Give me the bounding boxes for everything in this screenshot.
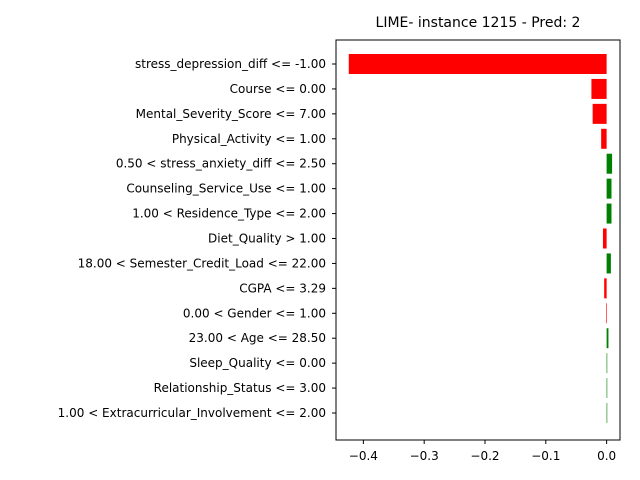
x-tick-label: 0.0 <box>597 449 616 463</box>
bar <box>606 178 612 199</box>
bar <box>606 203 612 224</box>
y-tick-label: 1.00 < Extracurricular_Involvement <= 2.… <box>58 406 326 420</box>
y-tick-label: 23.00 < Age <= 28.50 <box>189 331 326 345</box>
y-tick-label: Diet_Quality > 1.00 <box>208 232 326 246</box>
y-tick-label: Sleep_Quality <= 0.00 <box>189 356 326 370</box>
bar <box>606 378 608 399</box>
y-tick-label: Physical_Activity <= 1.00 <box>172 132 326 146</box>
y-tick-label: 0.00 < Gender <= 1.00 <box>183 306 326 320</box>
x-tick-label: −0.3 <box>410 449 439 463</box>
y-tick-label: 1.00 < Residence_Type <= 2.00 <box>132 207 326 221</box>
x-tick-label: −0.4 <box>349 449 378 463</box>
chart-title: LIME- instance 1215 - Pred: 2 <box>376 15 581 31</box>
x-tick-label: −0.1 <box>531 449 560 463</box>
bar <box>606 303 607 324</box>
plot-frame <box>335 39 621 441</box>
bar <box>591 78 607 99</box>
y-tick-label: 0.50 < stress_anxiety_diff <= 2.50 <box>116 157 326 171</box>
y-tick-label: CGPA <= 3.29 <box>239 281 326 295</box>
y-tick-labels: stress_depression_diff <= -1.00 Course <=… <box>58 57 336 420</box>
y-tick-label: Counseling_Service_Use <= 1.00 <box>126 182 326 196</box>
y-tick-label: Course <= 0.00 <box>230 82 326 96</box>
bar <box>606 153 613 174</box>
x-axis-ticks: −0.4 −0.3 −0.2 −0.1 0.0 <box>349 440 616 463</box>
bar <box>602 228 607 249</box>
y-tick-label: Relationship_Status <= 3.00 <box>154 381 326 395</box>
bar <box>592 103 607 124</box>
bar <box>606 328 609 349</box>
bar <box>606 353 608 374</box>
bar <box>601 128 607 149</box>
bar <box>606 253 611 274</box>
bars-layer <box>348 54 613 423</box>
x-tick-label: −0.2 <box>470 449 499 463</box>
bar <box>348 54 607 74</box>
bar <box>606 403 608 423</box>
y-tick-label: 18.00 < Semester_Credit_Load <= 22.00 <box>78 256 326 270</box>
y-tick-label: stress_depression_diff <= -1.00 <box>135 57 326 71</box>
bar <box>604 278 607 299</box>
y-tick-label: Mental_Severity_Score <= 7.00 <box>136 107 326 121</box>
